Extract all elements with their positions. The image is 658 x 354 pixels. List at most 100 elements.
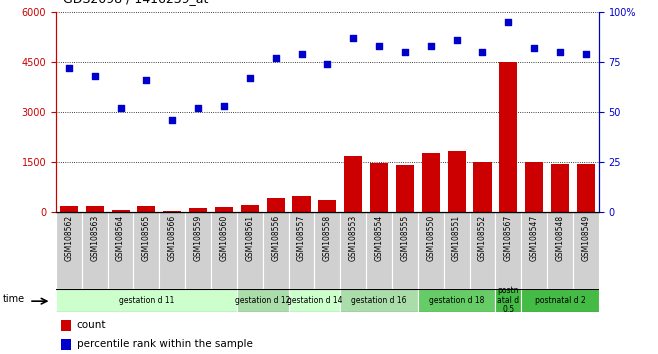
Bar	[61, 339, 71, 350]
Text: GSM108556: GSM108556	[271, 215, 280, 261]
Point	[555, 50, 565, 55]
Bar	[163, 211, 182, 212]
Text: GSM108550: GSM108550	[426, 215, 435, 261]
Bar	[473, 162, 492, 212]
Bar	[111, 210, 130, 212]
Text: GSM108555: GSM108555	[401, 215, 409, 261]
Bar	[366, 212, 392, 289]
Bar	[392, 212, 418, 289]
Bar	[86, 206, 104, 212]
Point	[245, 75, 255, 81]
Bar	[237, 212, 263, 289]
Text: time: time	[3, 294, 25, 304]
Bar	[266, 198, 285, 212]
Bar	[495, 289, 521, 312]
Bar	[241, 205, 259, 212]
Text: GSM108563: GSM108563	[90, 215, 99, 261]
Bar	[60, 206, 78, 212]
Bar	[499, 62, 517, 212]
Text: postnatal d 2: postnatal d 2	[535, 296, 586, 304]
Bar	[521, 212, 547, 289]
Text: GSM108565: GSM108565	[142, 215, 151, 261]
Text: GSM108547: GSM108547	[530, 215, 539, 261]
Point	[426, 44, 436, 49]
Text: GSM108567: GSM108567	[504, 215, 513, 261]
Bar	[189, 208, 207, 212]
Point	[374, 44, 384, 49]
Bar	[108, 212, 134, 289]
Bar	[422, 153, 440, 212]
Bar	[61, 320, 71, 331]
Bar	[289, 212, 315, 289]
Bar	[82, 212, 108, 289]
Text: GSM108561: GSM108561	[245, 215, 254, 261]
Bar	[56, 212, 82, 289]
Bar	[340, 289, 418, 312]
Text: GSM108559: GSM108559	[193, 215, 203, 261]
Text: GSM108566: GSM108566	[168, 215, 177, 261]
Bar	[237, 289, 289, 312]
Point	[64, 65, 74, 71]
Text: gestation d 16: gestation d 16	[351, 296, 407, 304]
Point	[141, 78, 151, 83]
Point	[451, 38, 462, 43]
Bar	[470, 212, 495, 289]
Point	[348, 35, 359, 41]
Text: count: count	[76, 320, 106, 330]
Point	[270, 56, 281, 61]
Bar	[573, 212, 599, 289]
Point	[296, 52, 307, 57]
Text: GDS2098 / 1416239_at: GDS2098 / 1416239_at	[63, 0, 208, 5]
Point	[193, 105, 203, 111]
Bar	[340, 212, 366, 289]
Text: gestation d 12: gestation d 12	[235, 296, 290, 304]
Point	[167, 118, 178, 123]
Bar	[292, 196, 311, 212]
Text: postn
atal d
0.5: postn atal d 0.5	[497, 286, 519, 314]
Bar	[525, 162, 544, 212]
Bar	[447, 152, 466, 212]
Bar	[215, 207, 233, 212]
Text: gestation d 14: gestation d 14	[287, 296, 342, 304]
Point	[399, 50, 410, 55]
Bar	[547, 212, 573, 289]
Bar	[263, 212, 289, 289]
Point	[529, 46, 540, 51]
Text: GSM108562: GSM108562	[64, 215, 73, 261]
Text: GSM108552: GSM108552	[478, 215, 487, 261]
Bar	[211, 212, 237, 289]
Bar	[318, 200, 336, 212]
Point	[580, 52, 591, 57]
Point	[477, 50, 488, 55]
Bar	[185, 212, 211, 289]
Point	[503, 19, 513, 25]
Point	[322, 62, 332, 67]
Bar	[418, 289, 495, 312]
Text: percentile rank within the sample: percentile rank within the sample	[76, 339, 253, 349]
Text: gestation d 18: gestation d 18	[429, 296, 484, 304]
Bar	[56, 289, 237, 312]
Point	[218, 104, 229, 109]
Bar	[577, 164, 595, 212]
Text: GSM108558: GSM108558	[323, 215, 332, 261]
Bar	[344, 156, 363, 212]
Text: GSM108548: GSM108548	[555, 215, 565, 261]
Text: GSM108557: GSM108557	[297, 215, 306, 261]
Text: GSM108560: GSM108560	[220, 215, 228, 261]
Bar	[315, 212, 340, 289]
Bar	[495, 212, 521, 289]
Bar	[443, 212, 470, 289]
Text: GSM108549: GSM108549	[582, 215, 590, 261]
Bar	[370, 163, 388, 212]
Bar	[134, 212, 159, 289]
Text: gestation d 11: gestation d 11	[118, 296, 174, 304]
Text: GSM108553: GSM108553	[349, 215, 358, 261]
Bar	[396, 165, 414, 212]
Text: GSM108564: GSM108564	[116, 215, 125, 261]
Text: GSM108554: GSM108554	[374, 215, 384, 261]
Bar	[551, 164, 569, 212]
Point	[115, 105, 126, 111]
Point	[89, 74, 100, 79]
Bar	[521, 289, 599, 312]
Bar	[289, 289, 340, 312]
